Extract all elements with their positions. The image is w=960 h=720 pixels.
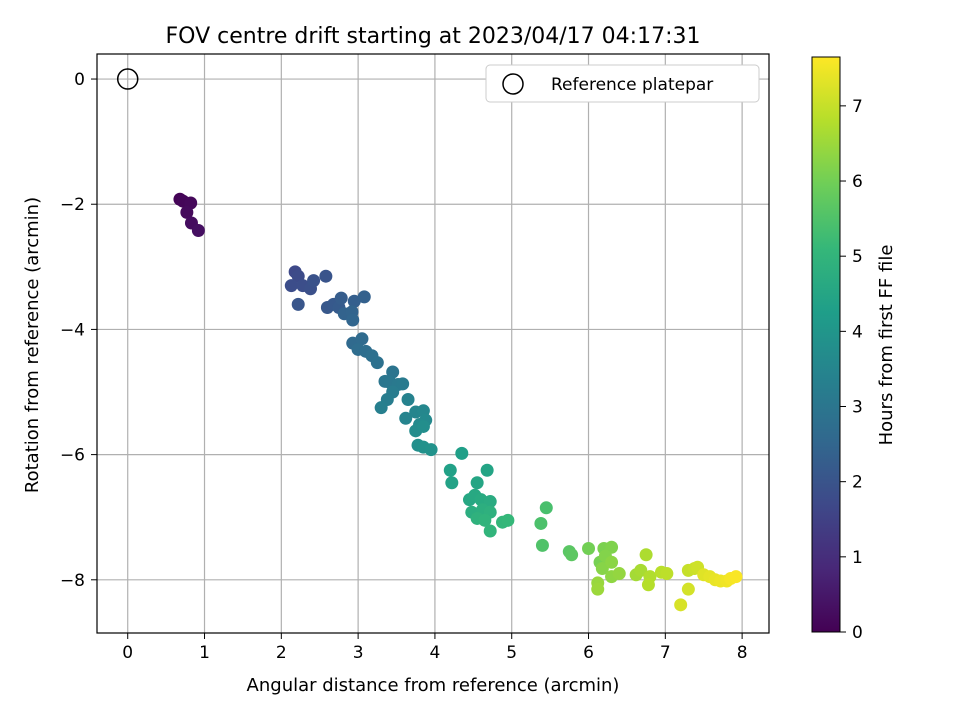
y-tick-label: 0: [74, 70, 85, 90]
colorbar-tick-label: 3: [852, 398, 863, 418]
data-point: [284, 279, 298, 293]
colorbar-tick-label: 1: [852, 548, 863, 568]
data-point: [291, 297, 305, 311]
colorbar-tick-label: 2: [852, 473, 863, 493]
data-point: [416, 419, 430, 433]
data-point: [386, 365, 400, 379]
data-point: [539, 501, 553, 515]
legend: Reference platepar: [485, 64, 760, 103]
x-tick-label: 0: [122, 643, 133, 663]
colorbar-tick-label: 7: [852, 97, 863, 117]
y-tick-label: −4: [60, 320, 85, 340]
x-tick-label: 5: [506, 643, 517, 663]
data-point: [605, 555, 619, 569]
data-point: [347, 294, 361, 308]
y-tick-label: −8: [60, 571, 85, 591]
data-point: [374, 401, 388, 415]
data-point: [357, 290, 371, 304]
data-point: [424, 443, 438, 457]
legend-box: [485, 64, 760, 103]
colorbar-tick-label: 6: [852, 172, 863, 192]
y-axis-ticks: 0 −2 −4 −6 −8: [60, 70, 97, 591]
data-point: [401, 393, 415, 407]
data-point: [334, 291, 348, 305]
data-point: [660, 567, 674, 581]
data-point: [445, 476, 459, 490]
data-point: [480, 463, 494, 477]
colorbar-label: Hours from first FF file: [876, 245, 897, 446]
data-point: [634, 563, 648, 577]
data-point: [483, 495, 497, 509]
data-point: [346, 313, 360, 327]
data-point: [612, 567, 626, 581]
data-point: [191, 224, 205, 238]
data-point: [355, 332, 369, 346]
x-tick-label: 3: [353, 643, 364, 663]
colorbar-tick-label: 4: [852, 322, 863, 342]
y-tick-label: −2: [60, 195, 85, 215]
data-point: [591, 582, 605, 596]
data-point: [180, 205, 194, 219]
data-point: [399, 411, 413, 425]
chart-title: FOV centre drift starting at 2023/04/17 …: [166, 24, 701, 49]
x-tick-label: 7: [660, 643, 671, 663]
data-point: [641, 578, 655, 592]
data-point: [501, 513, 515, 527]
grid-lines: [97, 54, 769, 633]
x-tick-label: 2: [276, 643, 287, 663]
data-point: [478, 513, 492, 527]
y-tick-label: −6: [60, 446, 85, 466]
colorbar-tick-label: 5: [852, 247, 863, 267]
scatter-points: [173, 192, 743, 612]
data-point: [396, 377, 410, 391]
data-point: [639, 548, 653, 562]
data-point: [319, 269, 333, 283]
colorbar-tick-label: 0: [852, 623, 863, 643]
data-point: [483, 524, 497, 538]
data-point: [674, 598, 688, 612]
x-tick-label: 8: [737, 643, 748, 663]
data-point: [534, 516, 548, 530]
plot-frame: [96, 53, 770, 634]
x-tick-label: 1: [199, 643, 210, 663]
data-point: [729, 570, 743, 584]
data-point: [565, 548, 579, 562]
legend-label: Reference platepar: [551, 75, 713, 95]
data-point: [681, 582, 695, 596]
data-point: [455, 446, 469, 460]
data-point: [470, 476, 484, 490]
x-tick-label: 4: [430, 643, 441, 663]
legend-reference-marker: [502, 73, 524, 95]
data-point: [307, 274, 321, 288]
y-axis-label: Rotation from reference (arcmin): [22, 197, 43, 493]
data-point: [535, 538, 549, 552]
data-point: [582, 541, 596, 555]
colorbar-ticks: 0 1 2 3 4 5 6 7: [840, 97, 863, 643]
data-point: [595, 562, 609, 576]
x-axis-ticks: 0 1 2 3 4 5 6 7 8: [122, 633, 748, 663]
reference-point-marker: [116, 68, 139, 90]
x-tick-label: 6: [583, 643, 594, 663]
x-axis-label: Angular distance from reference (arcmin): [247, 675, 620, 696]
data-point: [370, 356, 384, 370]
colorbar: [811, 56, 841, 633]
data-point: [443, 463, 457, 477]
